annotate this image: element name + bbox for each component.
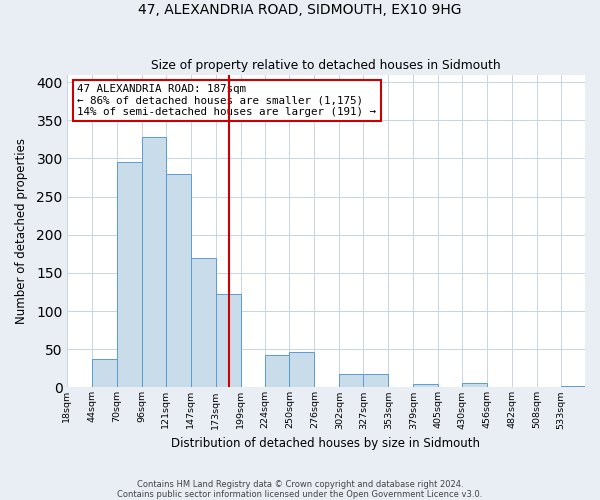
Y-axis label: Number of detached properties: Number of detached properties: [15, 138, 28, 324]
Title: Size of property relative to detached houses in Sidmouth: Size of property relative to detached ho…: [151, 59, 501, 72]
Bar: [265, 354, 289, 388]
Bar: [166, 174, 191, 388]
Text: 47 ALEXANDRIA ROAD: 187sqm
← 86% of detached houses are smaller (1,175)
14% of s: 47 ALEXANDRIA ROAD: 187sqm ← 86% of deta…: [77, 84, 376, 117]
Bar: [364, 374, 388, 388]
Text: Contains HM Land Registry data © Crown copyright and database right 2024.
Contai: Contains HM Land Registry data © Crown c…: [118, 480, 482, 499]
Bar: [340, 374, 364, 388]
Bar: [413, 384, 438, 388]
X-axis label: Distribution of detached houses by size in Sidmouth: Distribution of detached houses by size …: [172, 437, 481, 450]
Bar: [289, 352, 314, 388]
Bar: [117, 162, 142, 388]
Bar: [561, 386, 585, 388]
Bar: [462, 383, 487, 388]
Text: 47, ALEXANDRIA ROAD, SIDMOUTH, EX10 9HG: 47, ALEXANDRIA ROAD, SIDMOUTH, EX10 9HG: [138, 2, 462, 16]
Bar: [142, 137, 166, 388]
Bar: [215, 294, 241, 388]
Bar: [191, 258, 215, 388]
Bar: [92, 359, 117, 388]
